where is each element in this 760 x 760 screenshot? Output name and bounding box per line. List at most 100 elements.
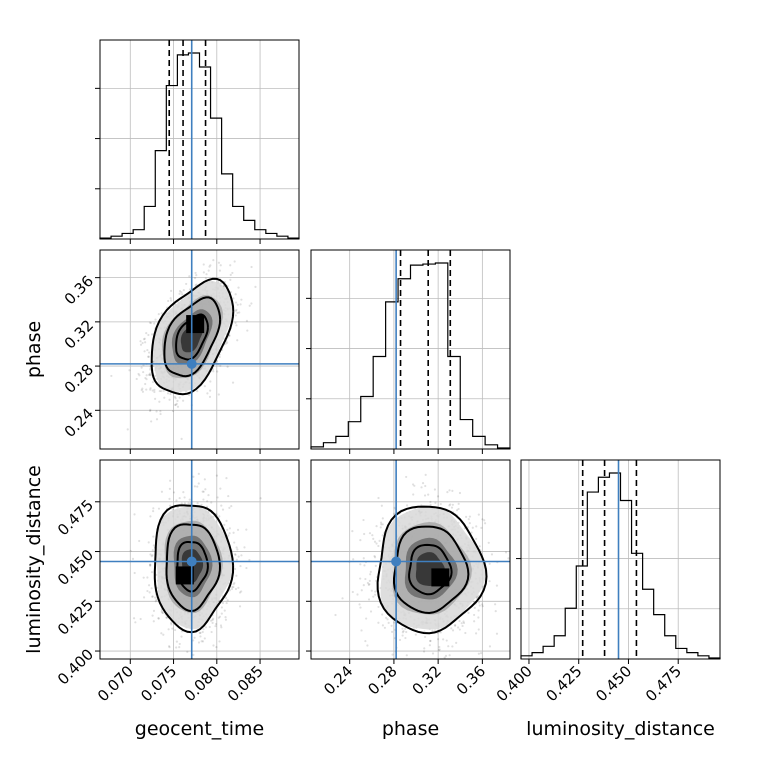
scatter-geocent_time-vs-phase-point [150, 420, 153, 423]
scatter-geocent_time-vs-luminosity_distance-xtick-label-2: 0.080 [181, 662, 224, 705]
scatter-geocent_time-vs-luminosity_distance-point [227, 494, 230, 498]
scatter-geocent_time-vs-phase-point [145, 374, 148, 377]
scatter-geocent_time-vs-luminosity_distance-point [132, 617, 136, 620]
scatter-geocent_time-vs-luminosity_distance-point [160, 632, 163, 635]
histogram-luminosity_distance-xtick-label-2: 0.450 [592, 662, 635, 705]
scatter-geocent_time-vs-phase-point [245, 319, 249, 322]
scatter-geocent_time-vs-luminosity_distance-point [161, 611, 164, 614]
scatter-geocent_time-vs-luminosity_distance-point [148, 563, 152, 566]
scatter-phase-vs-luminosity_distance-point [445, 639, 448, 642]
scatter-geocent_time-vs-luminosity_distance-point [170, 621, 173, 625]
scatter-geocent_time-vs-luminosity_distance-point [188, 498, 191, 501]
scatter-phase-vs-luminosity_distance-point [372, 537, 375, 540]
scatter-geocent_time-vs-phase-point [151, 380, 155, 384]
scatter-phase-vs-luminosity_distance-point [449, 503, 452, 506]
scatter-geocent_time-vs-luminosity_distance-point [235, 558, 238, 561]
scatter-phase-vs-luminosity_distance-point [448, 654, 451, 657]
scatter-phase-vs-luminosity_distance-point [457, 626, 460, 629]
scatter-phase-vs-luminosity_distance-point [359, 606, 362, 609]
scatter-geocent_time-vs-luminosity_distance-point [232, 531, 235, 534]
scatter-geocent_time-vs-luminosity_distance-point [207, 660, 209, 662]
scatter-geocent_time-vs-luminosity_distance-point [248, 558, 251, 562]
scatter-geocent_time-vs-luminosity_distance-point [133, 513, 136, 516]
scatter-geocent_time-vs-luminosity_distance-point [240, 554, 243, 557]
scatter-phase-vs-luminosity_distance-point [458, 619, 461, 623]
scatter-geocent_time-vs-phase-point [237, 286, 240, 289]
scatter-geocent_time-vs-luminosity_distance-point [187, 502, 190, 505]
scatter-phase-vs-luminosity_distance-point [360, 589, 363, 592]
scatter-geocent_time-vs-luminosity_distance-point [168, 504, 172, 507]
scatter-geocent_time-vs-phase-point [143, 337, 146, 340]
scatter-phase-vs-luminosity_distance-point [451, 489, 454, 492]
scatter-phase-vs-luminosity_distance-density-peak [431, 568, 450, 587]
scatter-geocent_time-vs-luminosity_distance-point [150, 570, 154, 574]
scatter-geocent_time-vs-phase-point [141, 387, 144, 390]
scatter-geocent_time-vs-phase-point [139, 343, 143, 346]
scatter-geocent_time-vs-phase-point [203, 385, 206, 388]
scatter-phase-vs-luminosity_distance-point [379, 526, 382, 529]
scatter-geocent_time-vs-luminosity_distance-point [155, 598, 158, 601]
scatter-geocent_time-vs-luminosity_distance-point [152, 535, 155, 538]
scatter-geocent_time-vs-luminosity_distance-point [202, 498, 205, 501]
scatter-phase-vs-luminosity_distance-point [434, 501, 437, 505]
scatter-geocent_time-vs-phase-point [209, 380, 212, 383]
scatter-phase-vs-luminosity_distance-point [365, 617, 368, 620]
scatter-geocent_time-vs-luminosity_distance-point [168, 646, 171, 649]
scatter-geocent_time-vs-phase-point [208, 395, 212, 398]
scatter-phase-vs-luminosity_distance-point [352, 558, 355, 561]
scatter-geocent_time-vs-phase-point [209, 264, 212, 267]
scatter-geocent_time-vs-phase-point [141, 341, 144, 345]
scatter-geocent_time-vs-phase-point [135, 377, 138, 381]
scatter-geocent_time-vs-luminosity_distance-frame [99, 459, 300, 660]
scatter-geocent_time-vs-luminosity_distance-point [245, 566, 248, 570]
scatter-geocent_time-vs-phase-body [100, 231, 299, 449]
scatter-phase-vs-luminosity_distance-point [488, 562, 491, 565]
scatter-geocent_time-vs-luminosity_distance-point [152, 544, 155, 547]
scatter-geocent_time-vs-luminosity_distance-point [197, 641, 201, 644]
scatter-geocent_time-vs-luminosity_distance-point [168, 645, 171, 648]
scatter-phase-vs-luminosity_distance-point [477, 652, 480, 655]
scatter-geocent_time-vs-luminosity_distance-point [197, 482, 200, 485]
scatter-geocent_time-vs-phase-point [195, 274, 198, 277]
scatter-phase-vs-luminosity_distance-point [468, 522, 471, 525]
scatter-phase-vs-luminosity_distance-point [437, 649, 440, 652]
scatter-geocent_time-vs-luminosity_distance-point [196, 501, 199, 505]
scatter-geocent_time-vs-phase-point [144, 382, 147, 386]
scatter-geocent_time-vs-luminosity_distance-point [214, 622, 218, 626]
scatter-geocent_time-vs-phase-point [175, 402, 178, 406]
scatter-phase-vs-luminosity_distance-point [448, 504, 451, 507]
scatter-geocent_time-vs-phase-point [159, 410, 162, 413]
scatter-geocent_time-vs-luminosity_distance-point [152, 507, 155, 510]
scatter-phase-vs-luminosity_distance-frame [310, 459, 511, 660]
scatter-geocent_time-vs-phase-point [153, 390, 156, 394]
scatter-geocent_time-vs-luminosity_distance-point [239, 564, 242, 568]
scatter-geocent_time-vs-phase-point [145, 378, 148, 381]
scatter-geocent_time-vs-luminosity_distance-point [197, 472, 200, 475]
scatter-geocent_time-vs-luminosity_distance-point [138, 539, 141, 543]
scatter-phase-vs-luminosity_distance-point [467, 611, 470, 614]
axis-labels: geocent_time phase luminosity_distancephas… [23, 321, 715, 740]
scatter-phase-vs-luminosity_distance-point [381, 523, 384, 526]
scatter-phase-vs-luminosity_distance-point [488, 580, 491, 583]
scatter-geocent_time-vs-phase-point [149, 374, 153, 377]
scatter-geocent_time-vs-luminosity_distance-point [207, 494, 210, 497]
scatter-geocent_time-vs-phase-point [188, 275, 191, 278]
scatter-geocent_time-vs-phase-point [140, 366, 143, 369]
scatter-phase-vs-luminosity_distance-point [436, 495, 440, 498]
scatter-phase-vs-luminosity_distance-point [377, 605, 380, 609]
scatter-geocent_time-vs-phase-point [215, 360, 219, 363]
scatter-geocent_time-vs-phase-point [142, 338, 146, 341]
scatter-geocent_time-vs-phase-point [224, 231, 226, 233]
scatter-geocent_time-vs-luminosity_distance-point [200, 640, 203, 643]
scatter-geocent_time-vs-luminosity_distance-point [243, 546, 246, 549]
scatter-phase-vs-luminosity_distance-point [513, 558, 515, 560]
scatter-geocent_time-vs-luminosity_distance-point [172, 491, 176, 494]
scatter-geocent_time-vs-luminosity_distance-ytick-label-2: 0.450 [54, 546, 97, 589]
scatter-geocent_time-vs-luminosity_distance-point [202, 490, 205, 493]
scatter-phase-vs-luminosity_distance-point [490, 553, 494, 556]
scatter-geocent_time-vs-phase-point [174, 403, 177, 407]
scatter-geocent_time-vs-phase-point [176, 399, 179, 402]
scatter-phase-vs-luminosity_distance-point [351, 590, 354, 594]
scatter-geocent_time-vs-luminosity_distance-point [150, 555, 153, 558]
scatter-phase-vs-luminosity_distance-point [458, 491, 462, 495]
